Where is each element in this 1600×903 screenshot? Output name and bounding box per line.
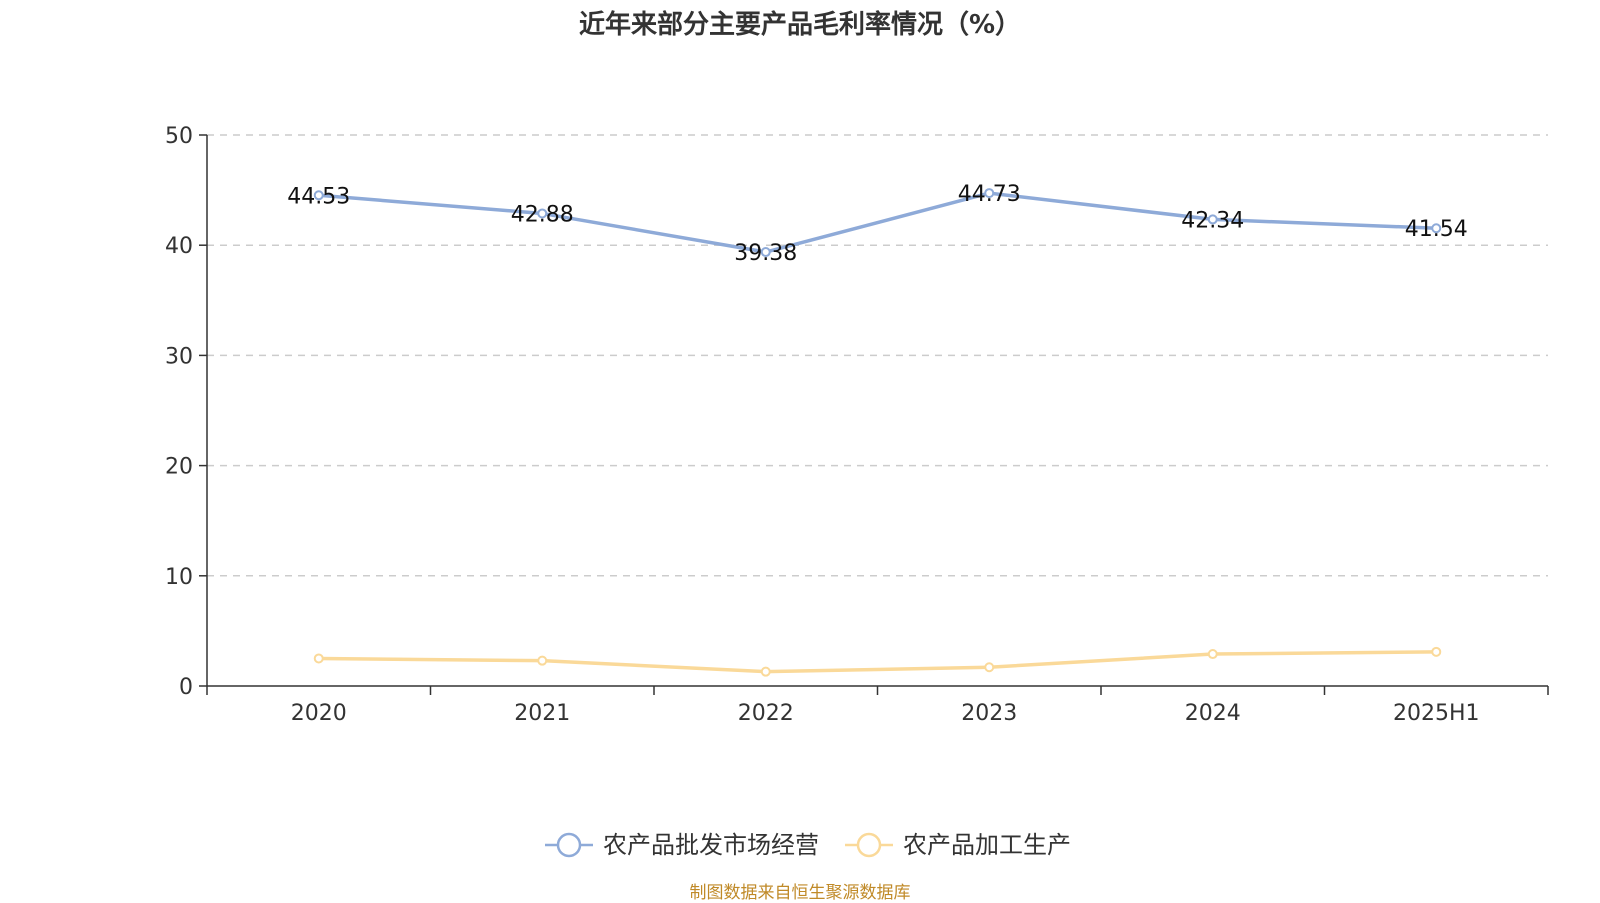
y-tick-label-20: 20 [165, 455, 193, 480]
data-label: 44.73 [958, 182, 1021, 207]
series-line-0 [318, 191, 1437, 254]
data-point[interactable] [984, 662, 995, 673]
data-label: 44.53 [287, 184, 350, 209]
data-label: 42.34 [1181, 208, 1244, 233]
legend-marker [856, 832, 882, 858]
y-tick-label-10: 10 [165, 565, 193, 590]
y-tick-label-0: 0 [179, 675, 193, 700]
x-tick-label-2021: 2021 [514, 701, 570, 726]
data-point[interactable] [1431, 223, 1442, 234]
legend-label: 农产品批发市场经营 [603, 831, 819, 859]
x-tick-label-2024: 2024 [1185, 701, 1241, 726]
data-label: 41.54 [1405, 217, 1468, 242]
y-axis-ticks: 0 10 20 30 40 50 [165, 124, 207, 700]
legend-label: 农产品加工生产 [903, 831, 1071, 859]
data-source-note: 制图数据来自恒生聚源数据库 [689, 883, 911, 903]
axes [206, 135, 1548, 687]
legend-item-0[interactable]: 农产品批发市场经营 [545, 831, 819, 859]
y-tick-label-30: 30 [165, 344, 193, 369]
x-tick-label-2023: 2023 [961, 701, 1017, 726]
data-point[interactable] [537, 655, 548, 666]
x-tick-label-2025H1: 2025H1 [1393, 701, 1480, 726]
data-point[interactable] [313, 190, 324, 201]
data-point[interactable] [1207, 649, 1218, 660]
data-labels: 44.53 42.88 39.38 44.73 42.34 41.54 [287, 182, 1467, 266]
data-point[interactable] [760, 666, 771, 677]
legend[interactable]: 农产品批发市场经营 农产品加工生产 [545, 831, 1071, 859]
data-point[interactable] [1431, 646, 1442, 657]
x-axis-ticks: 2020 2021 2022 2023 2024 2025H1 [206, 686, 1549, 726]
data-point[interactable] [313, 653, 324, 664]
data-label: 39.38 [734, 241, 797, 266]
grid-lines [207, 134, 1548, 577]
legend-marker [556, 832, 582, 858]
x-tick-label-2022: 2022 [738, 701, 794, 726]
data-point[interactable] [984, 188, 995, 199]
chart-title: 近年来部分主要产品毛利率情况（%） [578, 10, 1022, 40]
series-line-1 [318, 650, 1437, 674]
data-point[interactable] [537, 208, 548, 219]
data-point[interactable] [760, 247, 771, 258]
data-point[interactable] [1207, 214, 1218, 225]
x-tick-label-2020: 2020 [291, 701, 347, 726]
series-group [313, 188, 1442, 677]
y-tick-label-50: 50 [165, 124, 193, 149]
y-tick-label-40: 40 [165, 234, 193, 259]
data-label: 42.88 [511, 202, 574, 227]
legend-item-1[interactable]: 农产品加工生产 [845, 831, 1071, 859]
